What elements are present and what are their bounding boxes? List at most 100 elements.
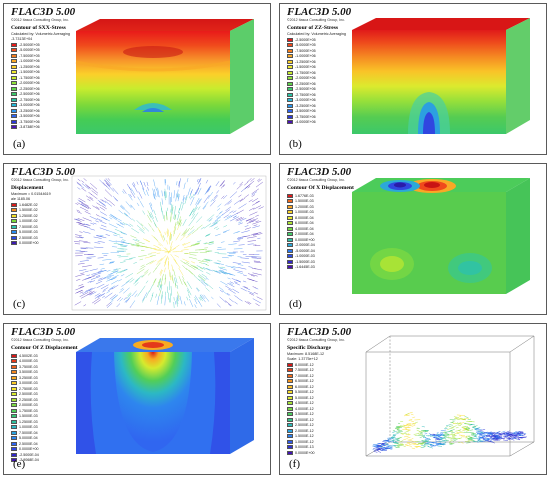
legend-value: 6.0000E-12: [295, 384, 314, 389]
legend-swatch: [287, 59, 293, 64]
legend-value: -3.7500E+06: [19, 119, 40, 124]
legend-entry: 7.5000E-03: [11, 224, 39, 230]
legend-value: -1.5000E+06: [19, 70, 40, 75]
legend-entry: -1.0000E-03: [287, 254, 315, 260]
legend-swatch: [11, 364, 17, 369]
flow-vector-field: [372, 411, 528, 453]
legend-entry: 0.0000E+00: [287, 450, 315, 456]
legend-swatch: [287, 434, 293, 439]
legend-value: 1.5000E-03: [295, 199, 314, 204]
legend-value: 3.0000E-03: [19, 381, 38, 386]
legend-value: 4.5002E-03: [19, 353, 38, 358]
legend-entry: -7.5000E+05: [287, 48, 316, 54]
legend-entry: 2.0000E-12: [287, 428, 315, 434]
legend-entry: 4.5002E-03: [11, 353, 39, 359]
legend-entry: 5.0000E-03: [11, 230, 39, 236]
panel-d-x-displacement: FLAC3D 5.00 ©2012 Itasca Consulting Grou…: [279, 163, 547, 315]
legend-swatch: [287, 103, 293, 108]
app-title: FLAC3D 5.00: [287, 166, 352, 178]
legend-entry: -2.0000E-04: [287, 243, 315, 249]
legend-swatch: [11, 75, 17, 80]
legend-value: 1.2500E-03: [19, 419, 38, 424]
legend-entry: -3.5000E+06: [11, 114, 40, 120]
legend-swatch: [11, 397, 17, 402]
tunnel-stress-zone: [134, 103, 172, 110]
legend-entry: 1.0000E-03: [287, 210, 315, 216]
legend-entry: -2.5000E+06: [11, 92, 40, 98]
legend-swatch: [287, 384, 293, 389]
color-legend: 4.5002E-03 4.0000E-03 3.7500E-03 3.5000E-03…: [11, 353, 39, 463]
legend-entry: 1.5000E-03: [287, 199, 315, 205]
legend-entry: -2.0000E+06: [11, 81, 40, 87]
legend-swatch: [287, 76, 293, 81]
legend-swatch: [287, 362, 293, 367]
legend-value: 1.5000E-03: [19, 414, 38, 419]
legend-value: 0.0000E+00: [295, 237, 315, 242]
legend-entry: 2.2500E-03: [11, 397, 39, 403]
legend-value: 7.5000E-04: [19, 430, 38, 435]
legend-swatch: [11, 419, 17, 424]
legend-value: -3.7500E+06: [295, 114, 316, 119]
legend-swatch: [287, 379, 293, 384]
legend-entry: 6.0000E-12: [287, 384, 315, 390]
legend-value: 0.0000E+00: [19, 447, 39, 452]
legend-entry: -1.6445E-03: [287, 265, 315, 271]
legend-swatch: [287, 423, 293, 428]
panel-c-displacement-vectors: FLAC3D 5.00 ©2012 Itasca Consulting Grou…: [3, 163, 271, 315]
legend-value: -1.0000E-03: [295, 254, 315, 259]
legend-entry: 0.0000E+00: [11, 447, 39, 453]
legend-value: 4.5000E-12: [295, 401, 314, 406]
copyright-text: ©2012 Itasca Consulting Group, Inc.: [11, 18, 69, 22]
legend-swatch: [287, 92, 293, 97]
legend-swatch: [287, 390, 293, 395]
model-side-face: [230, 19, 254, 134]
legend-swatch: [287, 43, 293, 48]
legend-swatch: [287, 54, 293, 59]
legend-title: Contour Of X Displacement: [287, 185, 354, 191]
color-legend: -2.5000E+05 -5.0000E+05 -7.5000E+05 -1.0000…: [11, 42, 40, 130]
legend-entry: 2.5000E-04: [11, 441, 39, 447]
legend-swatch: [287, 412, 293, 417]
specific-discharge-vector-plot: [365, 335, 535, 457]
legend-entry: -3.2500E+06: [287, 103, 316, 109]
legend-entry: -1.7500E+06: [11, 75, 40, 81]
legend-swatch: [11, 114, 17, 119]
legend-value: -5.0000E+05: [295, 43, 316, 48]
legend-entry: -2.5000E+05: [11, 42, 40, 48]
panel-caption: (e): [13, 458, 26, 470]
panel-f-specific-discharge: FLAC3D 5.00 ©2012 Itasca Consulting Grou…: [279, 323, 547, 475]
legend-value: -1.5000E-03: [295, 259, 315, 264]
legend-value: -3.8738E+06: [19, 125, 40, 130]
legend-value: 1.6776E-03: [295, 193, 314, 198]
legend-entry: -3.7500E+06: [287, 114, 316, 120]
legend-value: -2.0000E+06: [19, 81, 40, 86]
legend-swatch: [11, 241, 17, 246]
legend-swatch: [287, 450, 293, 455]
legend-value: 0.0000E+00: [19, 241, 39, 246]
legend-value: 3.7500E-03: [19, 364, 38, 369]
x-displacement-contour-plot: [352, 178, 530, 294]
legend-entry: -2.9068E-04: [11, 458, 39, 464]
legend-value: 2.5000E-03: [19, 235, 38, 240]
legend-swatch: [11, 353, 17, 358]
legend-value: 7.5000E-03: [19, 224, 38, 229]
legend-swatch: [11, 219, 17, 224]
legend-swatch: [11, 392, 17, 397]
legend-entry: -1.5000E-03: [287, 259, 315, 265]
legend-value: -7.5000E+05: [295, 48, 316, 53]
legend-swatch: [287, 439, 293, 444]
legend-value: -3.2500E+06: [295, 103, 316, 108]
panel-caption: (d): [289, 298, 302, 310]
legend-swatch: [287, 37, 293, 42]
legend-swatch: [287, 81, 293, 86]
legend-entry: 1.0000E-12: [287, 439, 315, 445]
legend-entry: 7.5000E-12: [287, 368, 315, 374]
legend-entry: 1.2500E-03: [11, 419, 39, 425]
legend-subtitle: -3.7313E+04: [11, 37, 33, 41]
legend-swatch: [11, 381, 17, 386]
copyright-text: ©2012 Itasca Consulting Group, Inc.: [11, 338, 69, 342]
legend-entry: 1.0000E-03: [11, 425, 39, 431]
legend-entry: 1.5000E-02: [11, 208, 39, 214]
legend-subtitle: Scale: 1.3775e+12: [287, 357, 318, 361]
legend-entry: -1.5000E+06: [287, 65, 316, 71]
